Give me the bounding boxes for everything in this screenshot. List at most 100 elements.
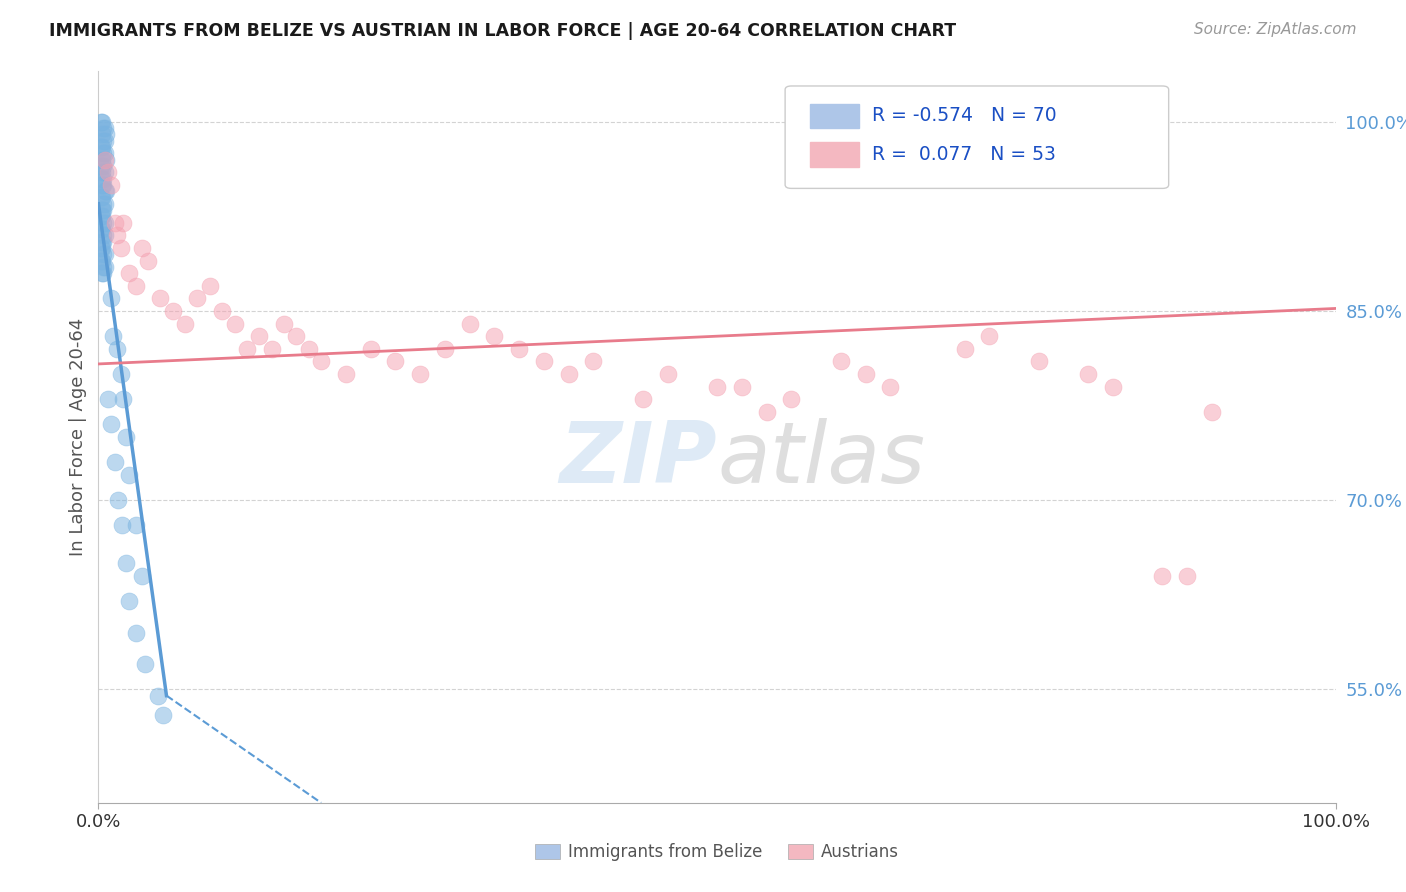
Point — [149, 291, 172, 305]
Point — [118, 467, 141, 482]
Point — [91, 210, 114, 224]
Point — [91, 222, 114, 236]
Point — [136, 253, 159, 268]
Point — [979, 329, 1001, 343]
Point — [97, 165, 120, 179]
Point — [93, 153, 115, 167]
Point — [93, 203, 115, 218]
Point — [93, 159, 115, 173]
Point — [582, 354, 605, 368]
Point — [755, 405, 778, 419]
Point — [93, 216, 115, 230]
Point — [93, 134, 115, 148]
Point — [91, 266, 114, 280]
Point — [107, 493, 129, 508]
Point — [90, 140, 112, 154]
Point — [458, 317, 481, 331]
Point — [731, 379, 754, 393]
Point — [105, 228, 128, 243]
Legend: Immigrants from Belize, Austrians: Immigrants from Belize, Austrians — [529, 837, 905, 868]
Point — [94, 153, 117, 167]
Point — [152, 707, 174, 722]
Point — [93, 171, 115, 186]
Point — [90, 241, 112, 255]
Point — [91, 253, 114, 268]
Point — [91, 203, 114, 218]
Point — [90, 171, 112, 186]
Point — [100, 417, 122, 432]
Point — [706, 379, 728, 393]
Point — [1201, 405, 1223, 419]
Point — [91, 241, 114, 255]
Point — [433, 342, 456, 356]
Point — [855, 367, 877, 381]
Point — [110, 367, 132, 381]
Point — [1175, 569, 1198, 583]
Point — [91, 190, 114, 204]
Point — [90, 190, 112, 204]
Point — [186, 291, 208, 305]
Point — [533, 354, 555, 368]
Point — [146, 689, 169, 703]
Point — [94, 128, 117, 142]
Point — [93, 146, 115, 161]
Point — [335, 367, 357, 381]
FancyBboxPatch shape — [810, 103, 859, 128]
Point — [93, 260, 115, 274]
Point — [1102, 379, 1125, 393]
Point — [174, 317, 197, 331]
Point — [131, 569, 153, 583]
Point — [91, 235, 114, 249]
Point — [114, 430, 136, 444]
Point — [1077, 367, 1099, 381]
Point — [484, 329, 506, 343]
Point — [124, 518, 146, 533]
Point — [93, 235, 115, 249]
Point — [260, 342, 283, 356]
Point — [1028, 354, 1050, 368]
Point — [198, 278, 221, 293]
Point — [360, 342, 382, 356]
Point — [224, 317, 246, 331]
Point — [162, 304, 184, 318]
Point — [93, 165, 115, 179]
Point — [112, 392, 135, 407]
Point — [134, 657, 156, 671]
Point — [93, 121, 115, 136]
Point — [105, 342, 128, 356]
Point — [103, 329, 125, 343]
Point — [110, 241, 132, 255]
Point — [247, 329, 270, 343]
Point — [94, 184, 117, 198]
Point — [124, 278, 146, 293]
Point — [93, 228, 115, 243]
Point — [273, 317, 295, 331]
Point — [131, 241, 153, 255]
Point — [557, 367, 579, 381]
Point — [508, 342, 530, 356]
Point — [953, 342, 976, 356]
Point — [90, 253, 112, 268]
Point — [879, 379, 901, 393]
Point — [93, 146, 115, 161]
Text: ZIP: ZIP — [560, 417, 717, 500]
Point — [124, 625, 146, 640]
Point — [298, 342, 321, 356]
Y-axis label: In Labor Force | Age 20-64: In Labor Force | Age 20-64 — [69, 318, 87, 557]
Text: IMMIGRANTS FROM BELIZE VS AUSTRIAN IN LABOR FORCE | AGE 20-64 CORRELATION CHART: IMMIGRANTS FROM BELIZE VS AUSTRIAN IN LA… — [49, 22, 956, 40]
Point — [90, 210, 112, 224]
Point — [91, 128, 114, 142]
Point — [90, 115, 112, 129]
Point — [93, 134, 115, 148]
Point — [93, 260, 115, 274]
Point — [118, 266, 141, 280]
Point — [90, 159, 112, 173]
Point — [91, 165, 114, 179]
Point — [111, 518, 134, 533]
Point — [91, 140, 114, 154]
Point — [97, 392, 120, 407]
Point — [93, 228, 115, 243]
Point — [93, 266, 115, 280]
Point — [93, 121, 115, 136]
Point — [780, 392, 803, 407]
